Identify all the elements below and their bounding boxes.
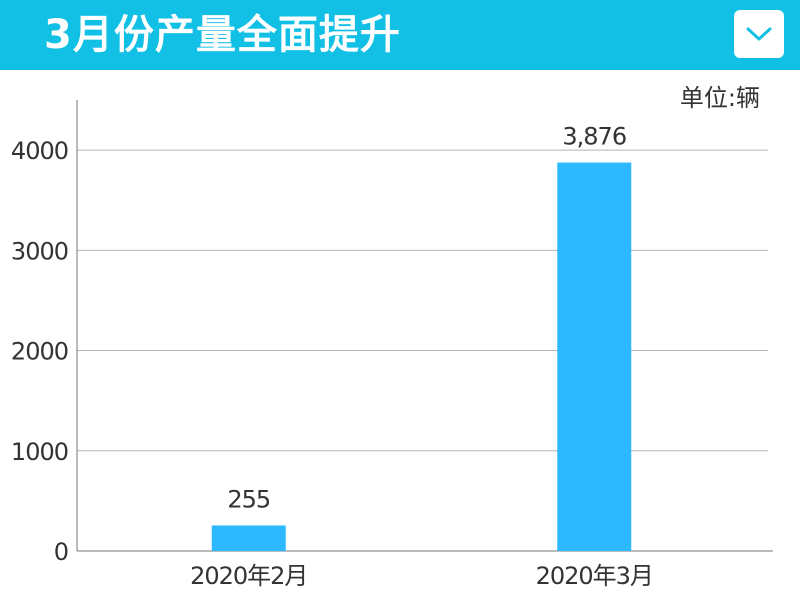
unit-label: 单位:辆 xyxy=(679,84,760,112)
page-title: 3月份产量全面提升 xyxy=(44,12,401,58)
bar xyxy=(211,525,286,551)
x-tick-label: 2020年3月 xyxy=(536,562,653,590)
chevron-down-icon xyxy=(746,27,772,41)
y-tick-label: 0 xyxy=(54,538,68,566)
bar xyxy=(557,162,632,551)
title-bar: 3月份产量全面提升 xyxy=(0,0,800,70)
y-tick-label: 1000 xyxy=(11,438,68,466)
data-label: 255 xyxy=(227,485,270,513)
data-label: 3,876 xyxy=(562,123,626,151)
dropdown-button[interactable] xyxy=(734,10,784,58)
y-tick-label: 3000 xyxy=(11,237,68,265)
x-tick-label: 2020年2月 xyxy=(190,562,307,590)
y-tick-label: 4000 xyxy=(11,137,68,165)
y-tick-label: 2000 xyxy=(11,338,68,366)
